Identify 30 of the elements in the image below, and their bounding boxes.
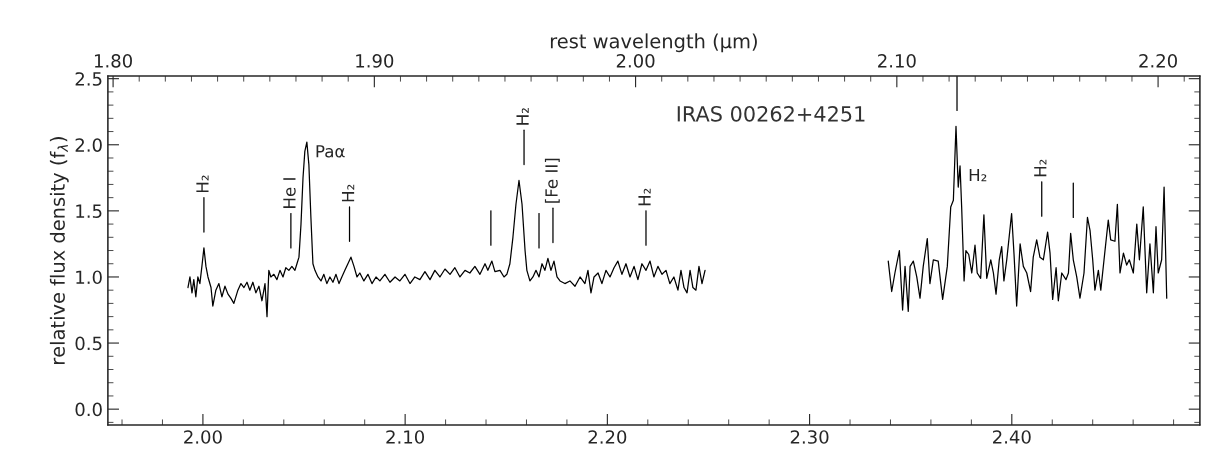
ref-line-label: H₂	[341, 184, 355, 202]
ref-line-label: H₂	[516, 108, 529, 125]
x2-tick-label: 1.80	[94, 54, 132, 68]
annotation: H₂	[969, 168, 987, 182]
x2-axis-title: rest wavelength (μm)	[550, 33, 757, 53]
ref-line-label: H₂	[196, 175, 209, 193]
x-tick-label: 2.40	[993, 430, 1031, 444]
x2-tick-label: 2.00	[616, 54, 655, 68]
x-tick-label: 2.10	[386, 430, 425, 444]
x2-tick-label: 1.90	[356, 54, 394, 68]
y-tick-label: 0.5	[75, 336, 102, 351]
annotation: Paα	[316, 145, 345, 158]
x-tick-label: 2.00	[184, 430, 222, 444]
x2-tick-label: 2.10	[878, 54, 916, 68]
line-series	[887, 125, 1168, 312]
line-series	[187, 141, 706, 318]
y-axis-title: relative flux density (f$_{λ}$)	[49, 137, 69, 365]
y-tick-label: 2.5	[75, 72, 102, 86]
y-tick-label: 1.0	[76, 270, 102, 285]
y-tick-label: 1.5	[76, 204, 102, 218]
x2-tick-label: 2.20	[1139, 54, 1177, 68]
y-tick-label: 2.0	[75, 138, 102, 152]
ref-line-label: [Fe II]	[544, 158, 560, 203]
ref-line-label: H₂	[1034, 159, 1047, 177]
ref-line-label: H₂	[638, 188, 651, 206]
text: IRAS 00262+4251	[677, 105, 865, 122]
x-tick-label: 2.30	[790, 430, 829, 444]
x-tick-label: 2.20	[588, 430, 627, 444]
y-tick-label: 0.0	[75, 402, 102, 417]
ref-line-label: He I	[283, 178, 296, 208]
